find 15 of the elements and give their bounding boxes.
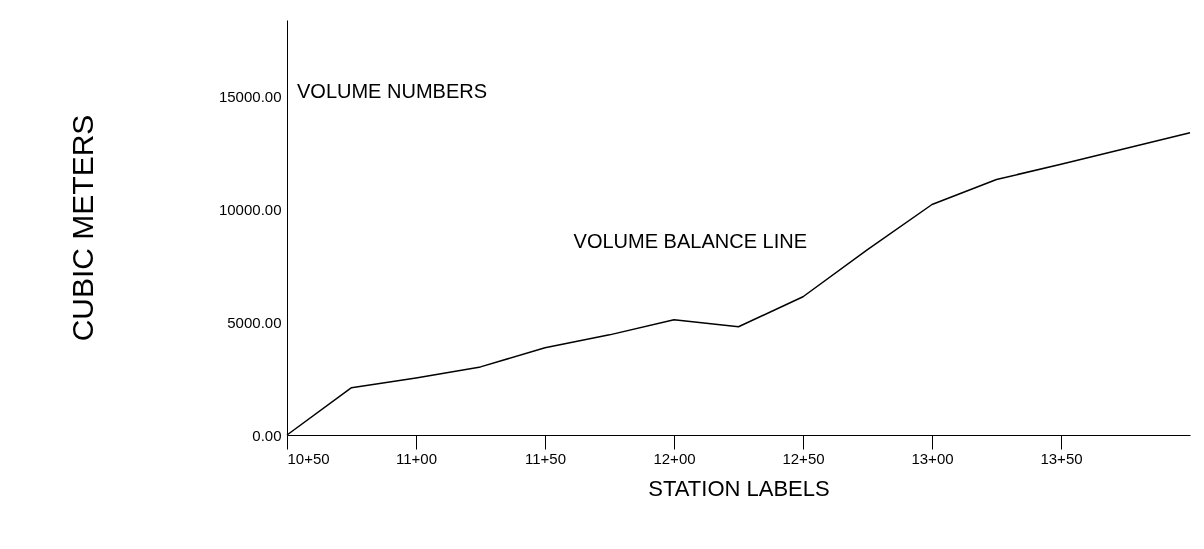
x-tick-label: 13+50	[1040, 449, 1083, 467]
x-axis-title: STATION LABELS	[648, 475, 830, 501]
x-tick-label: 13+00	[911, 449, 954, 467]
x-tick-label: 12+00	[653, 449, 696, 467]
annotation: VOLUME BALANCE LINE	[573, 230, 807, 252]
x-tick-label: 12+50	[782, 449, 825, 467]
y-tick-label: 0.00	[252, 426, 282, 444]
y-tick-label: 15000.00	[218, 88, 282, 106]
x-tick-label: 10+50	[287, 449, 330, 467]
x-tick-label: 11+00	[395, 449, 438, 467]
x-tick-label: 11+50	[524, 449, 567, 467]
annotation: VOLUME NUMBERS	[297, 80, 488, 102]
y-axis-title: CUBIC METERS	[65, 114, 99, 342]
y-tick-label: 5000.00	[227, 313, 282, 331]
y-tick-label: 10000.00	[218, 200, 282, 218]
